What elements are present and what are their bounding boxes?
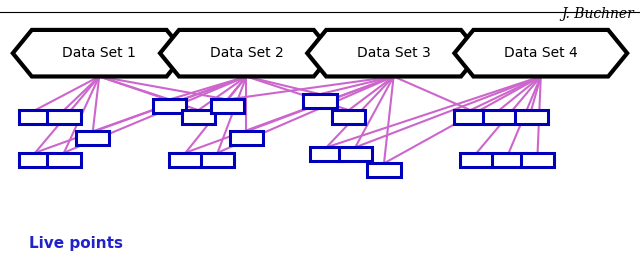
FancyBboxPatch shape: [303, 94, 337, 108]
Text: Data Set 3: Data Set 3: [356, 46, 431, 60]
FancyBboxPatch shape: [19, 153, 52, 167]
FancyBboxPatch shape: [310, 147, 343, 161]
FancyBboxPatch shape: [182, 110, 215, 124]
FancyBboxPatch shape: [339, 147, 372, 161]
Text: Data Set 1: Data Set 1: [62, 46, 136, 60]
Polygon shape: [160, 30, 333, 77]
FancyBboxPatch shape: [201, 153, 234, 167]
FancyBboxPatch shape: [460, 153, 493, 167]
FancyBboxPatch shape: [483, 110, 516, 124]
FancyBboxPatch shape: [76, 131, 109, 145]
Text: Data Set 4: Data Set 4: [504, 46, 578, 60]
FancyBboxPatch shape: [47, 153, 81, 167]
Text: Live points: Live points: [29, 236, 123, 251]
FancyBboxPatch shape: [521, 153, 554, 167]
FancyBboxPatch shape: [332, 110, 365, 124]
FancyBboxPatch shape: [153, 99, 186, 113]
FancyBboxPatch shape: [230, 131, 263, 145]
FancyBboxPatch shape: [515, 110, 548, 124]
FancyBboxPatch shape: [211, 99, 244, 113]
Text: Data Set 2: Data Set 2: [209, 46, 284, 60]
Text: J. Buchner: J. Buchner: [561, 7, 634, 21]
FancyBboxPatch shape: [19, 110, 52, 124]
FancyBboxPatch shape: [454, 110, 487, 124]
FancyBboxPatch shape: [47, 110, 81, 124]
Polygon shape: [307, 30, 480, 77]
FancyBboxPatch shape: [367, 163, 401, 177]
Polygon shape: [13, 30, 186, 77]
FancyBboxPatch shape: [169, 153, 202, 167]
Polygon shape: [454, 30, 627, 77]
FancyBboxPatch shape: [492, 153, 525, 167]
